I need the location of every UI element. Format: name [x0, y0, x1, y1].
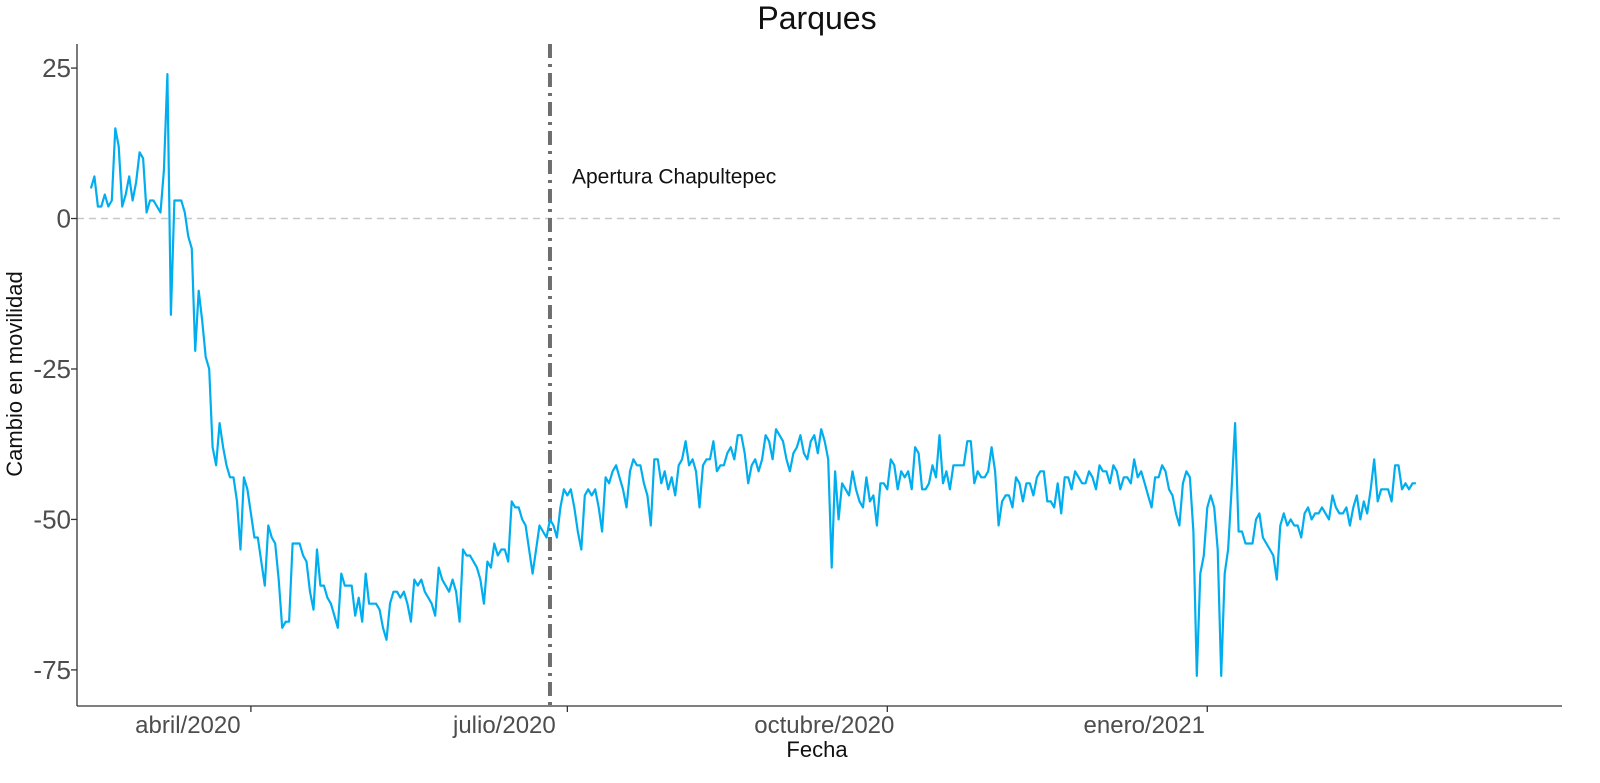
y-tick-label: -25: [33, 354, 71, 384]
y-tick-layer: 25 0 -25 -50 -75: [33, 53, 77, 685]
y-tick-label: 0: [57, 204, 71, 234]
y-axis-label: Cambio en movilidad: [2, 271, 27, 476]
y-tick-label: 25: [42, 53, 71, 83]
event-marker-layer: Apertura Chapultepec: [547, 44, 776, 706]
x-axis-label: Fecha: [786, 737, 848, 762]
x-tick-label: julio/2020: [452, 712, 556, 739]
x-tick-label: enero/2021: [1084, 712, 1205, 739]
chart-title: Parques: [757, 0, 876, 36]
axes-layer: [76, 44, 1562, 707]
y-tick-label: -75: [33, 655, 71, 685]
y-tick-label: -50: [33, 504, 71, 534]
x-tick-layer: abril/2020 julio/2020 octubre/2020 enero/20…: [135, 706, 1208, 739]
series-layer: [89, 72, 1416, 678]
event-label: Apertura Chapultepec: [572, 166, 776, 189]
x-tick-label: octubre/2020: [754, 712, 894, 739]
series-line-0: [89, 72, 1416, 678]
x-tick-label: abril/2020: [135, 712, 240, 739]
